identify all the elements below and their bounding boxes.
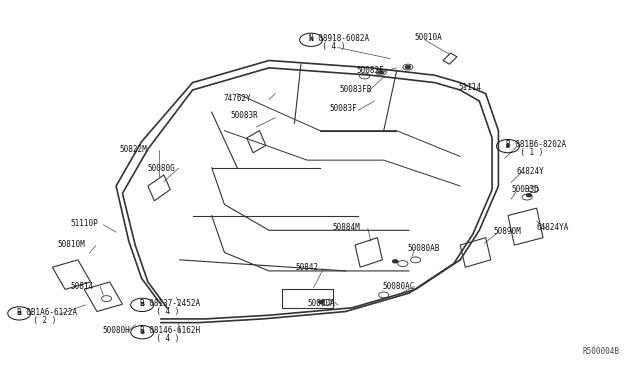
Text: 50010A: 50010A [414, 33, 442, 42]
Text: 50884M: 50884M [333, 223, 360, 232]
Text: 50080A: 50080A [307, 299, 335, 308]
Text: 74762Y: 74762Y [223, 94, 251, 103]
Text: 64824YA: 64824YA [537, 223, 569, 232]
Text: 50083F: 50083F [330, 104, 357, 113]
Text: ( 4 ): ( 4 ) [147, 334, 179, 343]
Text: 50822M: 50822M [119, 145, 147, 154]
Text: 50080G: 50080G [148, 164, 176, 173]
Text: B: B [17, 311, 21, 316]
Text: ( 2 ): ( 2 ) [24, 316, 56, 325]
Text: 50842: 50842 [296, 263, 319, 272]
Text: B 08137-2452A: B 08137-2452A [140, 299, 200, 308]
Text: 51114: 51114 [459, 83, 482, 92]
Text: 50810M: 50810M [58, 240, 85, 249]
Text: B: B [506, 144, 510, 149]
Text: N: N [309, 37, 313, 42]
Text: 64824Y: 64824Y [516, 167, 544, 176]
Text: ( 1 ): ( 1 ) [511, 148, 543, 157]
Text: 500B3D: 500B3D [511, 185, 539, 194]
Text: 50083R: 50083R [231, 110, 259, 120]
Circle shape [405, 65, 410, 68]
Text: ( 4 ): ( 4 ) [147, 307, 179, 316]
Text: B: B [140, 330, 144, 335]
Text: ( 4 ): ( 4 ) [313, 42, 346, 51]
Text: 50083FB: 50083FB [339, 85, 371, 94]
Circle shape [527, 194, 532, 197]
Text: N 08918-6082A: N 08918-6082A [309, 34, 369, 43]
Text: B 081B6-8202A: B 081B6-8202A [506, 140, 566, 149]
Text: B 08146-6162H: B 08146-6162H [140, 326, 200, 335]
Text: 50083F: 50083F [357, 66, 385, 75]
Text: 50080AC: 50080AC [383, 282, 415, 291]
Text: 50890M: 50890M [493, 227, 521, 235]
Circle shape [319, 301, 324, 304]
Text: B: B [140, 302, 144, 307]
Text: B 0B1A6-6122A: B 0B1A6-6122A [17, 308, 77, 317]
Text: 50814: 50814 [70, 282, 93, 291]
Circle shape [393, 260, 397, 263]
Circle shape [379, 71, 384, 74]
Text: 50080AB: 50080AB [408, 244, 440, 253]
Text: 51110P: 51110P [70, 219, 98, 228]
Text: R500004B: R500004B [582, 347, 620, 356]
Text: 50080H: 50080H [102, 326, 130, 335]
